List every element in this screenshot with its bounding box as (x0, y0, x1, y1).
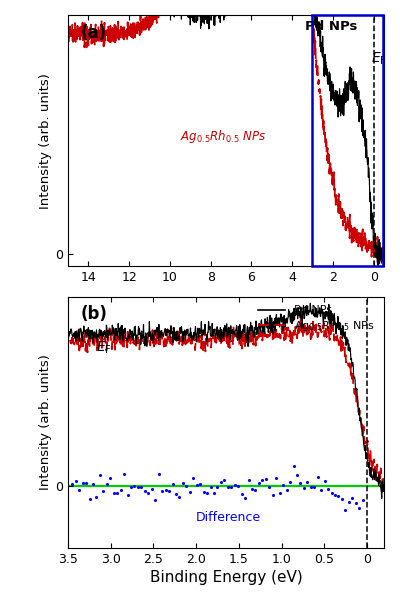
Text: Pd NPs: Pd NPs (305, 20, 357, 33)
Bar (312, 15, 383, 266)
Y-axis label: Intensity (arb. units): Intensity (arb. units) (39, 354, 52, 490)
Text: Ag$_{0.5}$Rh$_{0.5}$ NPs: Ag$_{0.5}$Rh$_{0.5}$ NPs (180, 128, 266, 144)
Text: (a): (a) (81, 23, 107, 42)
Legend: Pd NPs, Ag$_{0.5}$Rh$_{0.5}$ NPs: Pd NPs, Ag$_{0.5}$Rh$_{0.5}$ NPs (254, 302, 378, 337)
Text: $E_{\mathrm{F}}$: $E_{\mathrm{F}}$ (96, 340, 112, 356)
Text: Difference: Difference (196, 510, 261, 524)
Y-axis label: Intensity (arb. units): Intensity (arb. units) (39, 73, 52, 209)
Text: (b): (b) (81, 305, 108, 323)
X-axis label: Binding Energy (eV): Binding Energy (eV) (150, 570, 302, 585)
Text: $E_{\mathrm{F}}$: $E_{\mathrm{F}}$ (371, 51, 387, 67)
